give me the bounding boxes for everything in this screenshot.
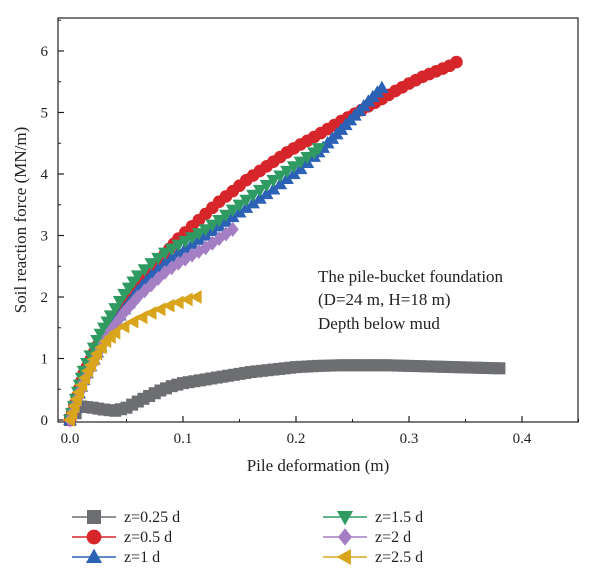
- data-point: [198, 224, 213, 237]
- data-point: [239, 194, 254, 208]
- data-point: [252, 184, 267, 198]
- data-point: [212, 215, 227, 228]
- legend-marker: [87, 510, 101, 524]
- data-point: [450, 55, 463, 69]
- data-point: [246, 196, 260, 209]
- data-point: [158, 247, 172, 260]
- legend-item: z=2.5 d: [323, 548, 423, 566]
- data-point: [108, 325, 121, 340]
- annotation-line-2: (D=24 m, H=18 m): [318, 290, 451, 309]
- data-point: [74, 378, 88, 393]
- data-point: [151, 252, 166, 266]
- data-point: [185, 232, 199, 245]
- data-point: [135, 310, 148, 325]
- series-z-1-5-d: [63, 143, 326, 428]
- x-tick-label: 0.3: [400, 431, 419, 447]
- x-tick-label: 0.4: [513, 431, 532, 447]
- data-point: [205, 219, 220, 232]
- y-tick-label: 4: [41, 167, 49, 183]
- data-point: [273, 170, 288, 183]
- annotation-line-1: The pile-bucket foundation: [318, 267, 504, 286]
- legend-marker: [336, 548, 351, 566]
- data-point: [153, 302, 166, 317]
- legend-label: z=1.5 d: [375, 509, 423, 526]
- data-point: [77, 371, 91, 385]
- data-point: [89, 346, 103, 361]
- data-point: [219, 209, 233, 223]
- y-tick-label: 6: [41, 44, 49, 60]
- data-point: [137, 264, 152, 277]
- y-tick-label: 0: [41, 413, 49, 429]
- legend-item: z=0.25 d: [72, 509, 180, 526]
- legend-label: z=2 d: [375, 529, 411, 546]
- data-point: [286, 161, 301, 174]
- data-point: [117, 319, 130, 334]
- data-point: [293, 156, 308, 169]
- data-point: [171, 295, 184, 310]
- y-axis-label: Soil reaction force (MN/m): [11, 127, 30, 313]
- y-tick-label: 5: [41, 106, 49, 122]
- data-point: [171, 239, 186, 252]
- data-point: [162, 298, 175, 313]
- legend-marker: [338, 528, 352, 546]
- data-point: [232, 199, 247, 212]
- x-axis-label: Pile deformation (m): [247, 456, 390, 475]
- data-point: [71, 385, 85, 400]
- series-z-2-5-d: [62, 290, 202, 427]
- data-point: [178, 235, 193, 249]
- legend-item: z=1 d: [72, 548, 160, 566]
- plot-frame: [57, 17, 579, 423]
- legend-item: z=0.5 d: [72, 529, 172, 546]
- data-point: [144, 306, 157, 320]
- data-point: [311, 143, 326, 156]
- data-point: [273, 176, 288, 190]
- data-point: [280, 165, 294, 179]
- data-point: [252, 191, 267, 204]
- legend-item: z=1.5 d: [323, 509, 423, 526]
- data-point: [172, 255, 185, 271]
- x-tick-label: 0.1: [174, 431, 193, 447]
- data-point: [266, 182, 281, 195]
- legend: z=0.25 d z=0.5 d z=1 d z=1.5 d z=2 d z=2.5 d: [72, 509, 423, 566]
- axis-ticks: 0.0 0.1 0.2 0.3 0.4 0 1 2 3 4 5 6: [41, 19, 579, 447]
- data-point: [226, 221, 239, 237]
- series-layer: [62, 55, 506, 428]
- data-point: [189, 290, 202, 304]
- data-point: [180, 292, 193, 307]
- data-point: [94, 340, 107, 355]
- legend-item: z=2 d: [323, 528, 411, 546]
- y-tick-label: 1: [41, 352, 49, 368]
- data-point: [130, 270, 145, 283]
- x-tick-label: 0.2: [287, 431, 306, 447]
- data-point: [118, 304, 131, 320]
- data-point: [259, 179, 274, 193]
- data-point: [191, 228, 206, 241]
- legend-label: z=0.25 d: [124, 509, 180, 526]
- data-point: [144, 258, 159, 271]
- data-point: [246, 189, 260, 203]
- data-point: [225, 204, 240, 217]
- series-z-0-25-d: [64, 359, 506, 426]
- data-point: [266, 175, 281, 188]
- data-point: [259, 186, 274, 200]
- data-point: [300, 151, 315, 165]
- legend-label: z=0.5 d: [124, 529, 172, 546]
- x-tick-label: 0.0: [61, 431, 80, 447]
- annotation-line-3: Depth below mud: [318, 314, 440, 333]
- legend-marker: [85, 548, 103, 563]
- data-point: [374, 80, 389, 93]
- y-tick-label: 2: [41, 290, 49, 306]
- legend-marker: [336, 511, 354, 526]
- legend-label: z=1 d: [124, 549, 160, 566]
- legend-marker: [86, 529, 102, 545]
- data-point: [126, 314, 139, 329]
- data-point: [493, 362, 506, 375]
- legend-label: z=2.5 d: [375, 549, 423, 566]
- data-point: [164, 243, 179, 256]
- y-tick-label: 3: [41, 229, 49, 245]
